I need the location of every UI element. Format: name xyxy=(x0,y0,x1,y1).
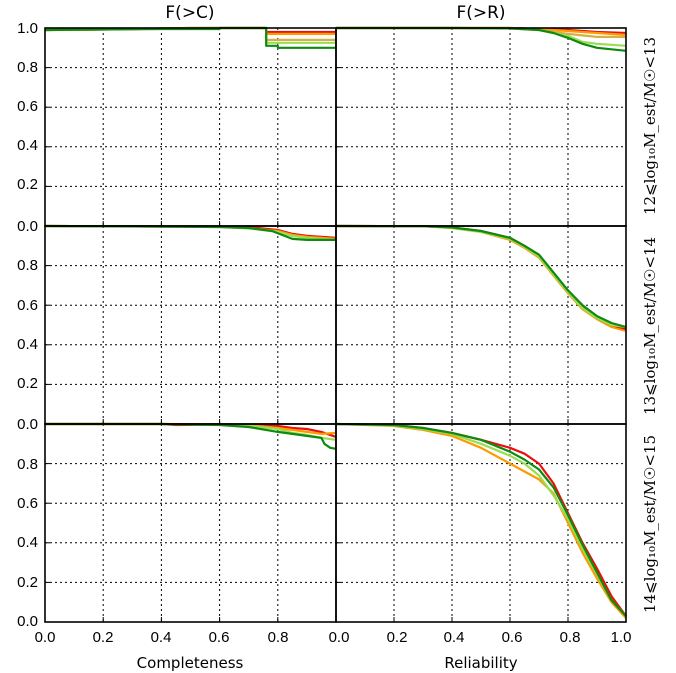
x-tick-label: 0.4 xyxy=(444,629,465,646)
series-line xyxy=(335,422,627,617)
y-tick-label: 0.6 xyxy=(17,98,38,115)
panel-frame xyxy=(44,423,337,623)
x-tick-label: 1.0 xyxy=(611,629,632,646)
y-tick-label: 0.0 xyxy=(17,613,38,630)
y-tick-label: 0.2 xyxy=(17,574,38,591)
column-title-reliability: F(>R) xyxy=(456,3,505,23)
series-line xyxy=(335,422,627,619)
y-tick-label: 0.2 xyxy=(17,375,38,392)
x-tick-label: 0.6 xyxy=(209,629,230,646)
series-line xyxy=(335,422,627,617)
row-label-mass-12-13: 12⩽log₁₀M_est/M☉<13 xyxy=(641,37,659,215)
series-line xyxy=(45,422,337,441)
series-line xyxy=(335,224,627,332)
x-tick-label: 0.8 xyxy=(268,629,289,646)
series-line xyxy=(335,224,627,329)
x-tick-label: 0.2 xyxy=(387,629,408,646)
y-tick-label: 0.6 xyxy=(17,297,38,314)
y-ticks-middle: 0.0 0.8 0.6 0.4 0.2 xyxy=(17,218,38,392)
x-ticks: 0.0 0.2 0.4 0.6 0.8 0.0 0.2 0.4 0.6 0.8 … xyxy=(35,629,632,646)
panel-frame xyxy=(335,225,627,425)
series-line xyxy=(335,422,627,617)
row-label-mass-14-15: 14⩽log₁₀M_est/M☉<15 xyxy=(641,435,659,613)
y-ticks-bottom: 0.0 0.8 0.6 0.4 0.2 0.0 xyxy=(17,416,38,630)
series-line xyxy=(335,224,627,329)
y-tick-label: 0.4 xyxy=(17,336,38,353)
row-label-mass-13-14: 13⩽log₁₀M_est/M☉<14 xyxy=(641,237,659,415)
column-title-completeness: F(>C) xyxy=(165,3,214,23)
y-tick-label: 0.2 xyxy=(17,176,38,193)
y-tick-label: 0.6 xyxy=(17,495,38,512)
y-tick-label: 0.8 xyxy=(17,456,38,473)
grid-layer xyxy=(45,28,626,622)
x-tick-label: 0.2 xyxy=(93,629,114,646)
panel-frame xyxy=(335,423,627,623)
x-tick-label: 0.4 xyxy=(151,629,172,646)
y-tick-label: 0.4 xyxy=(17,137,38,154)
x-tick-label: 0.8 xyxy=(560,629,581,646)
panel-frame xyxy=(335,27,627,227)
y-tick-label: 0.0 xyxy=(17,218,38,235)
y-tick-label: 0.8 xyxy=(17,257,38,274)
x-axis-label-reliability: Reliability xyxy=(444,654,517,672)
panel-frame xyxy=(44,27,337,227)
x-axis-label-completeness: Completeness xyxy=(137,654,244,672)
x-tick-label: 0.6 xyxy=(502,629,523,646)
series-line xyxy=(335,224,627,331)
y-tick-label: 1.0 xyxy=(17,20,38,37)
y-tick-label: 0.0 xyxy=(17,416,38,433)
frame-layer xyxy=(44,27,627,623)
x-tick-label: 0.0 xyxy=(329,629,350,646)
y-ticks-top: 1.0 0.8 0.6 0.4 0.2 xyxy=(17,20,38,193)
y-tick-label: 0.8 xyxy=(17,59,38,76)
x-tick-label: 0.0 xyxy=(35,629,56,646)
y-tick-label: 0.4 xyxy=(17,534,38,551)
panel-frame xyxy=(44,225,337,425)
